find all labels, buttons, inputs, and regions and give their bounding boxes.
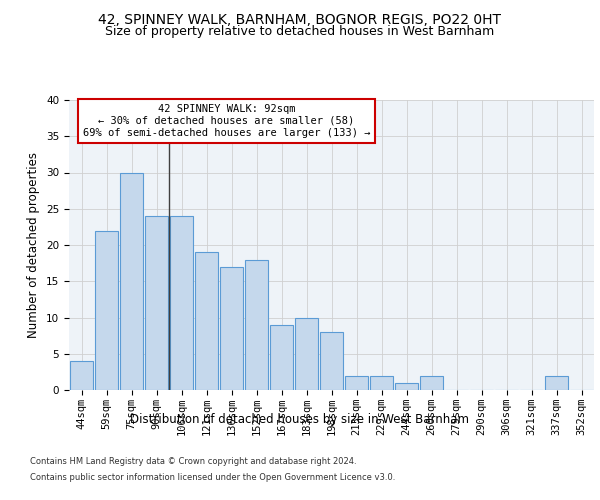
- Bar: [120, 172, 143, 390]
- Text: Contains HM Land Registry data © Crown copyright and database right 2024.: Contains HM Land Registry data © Crown c…: [30, 458, 356, 466]
- Text: 42, SPINNEY WALK, BARNHAM, BOGNOR REGIS, PO22 0HT: 42, SPINNEY WALK, BARNHAM, BOGNOR REGIS,…: [98, 12, 502, 26]
- Bar: [245, 260, 268, 390]
- Bar: [370, 376, 393, 390]
- Bar: [95, 230, 118, 390]
- Bar: [270, 325, 293, 390]
- Bar: [295, 318, 318, 390]
- Bar: [195, 252, 218, 390]
- Bar: [395, 383, 418, 390]
- Bar: [320, 332, 343, 390]
- Text: Size of property relative to detached houses in West Barnham: Size of property relative to detached ho…: [106, 25, 494, 38]
- Bar: [220, 267, 243, 390]
- Text: Distribution of detached houses by size in West Barnham: Distribution of detached houses by size …: [131, 412, 470, 426]
- Text: 42 SPINNEY WALK: 92sqm
← 30% of detached houses are smaller (58)
69% of semi-det: 42 SPINNEY WALK: 92sqm ← 30% of detached…: [83, 104, 370, 138]
- Bar: [345, 376, 368, 390]
- Text: Contains public sector information licensed under the Open Government Licence v3: Contains public sector information licen…: [30, 472, 395, 482]
- Bar: [70, 361, 93, 390]
- Bar: [545, 376, 568, 390]
- Bar: [170, 216, 193, 390]
- Bar: [145, 216, 168, 390]
- Bar: [420, 376, 443, 390]
- Y-axis label: Number of detached properties: Number of detached properties: [28, 152, 40, 338]
